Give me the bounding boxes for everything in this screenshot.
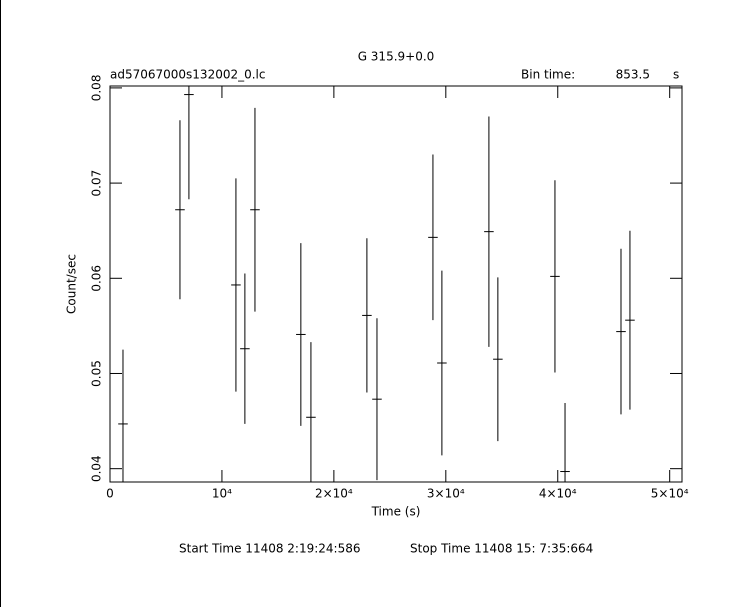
plot-frame — [109, 85, 683, 483]
x-tick-label: 2×10⁴ — [315, 487, 353, 501]
marks — [118, 86, 635, 482]
y-tick-label: 0.05 — [90, 360, 104, 387]
y-axis-label: Count/sec — [65, 254, 79, 314]
x-tick-label: 10⁴ — [212, 487, 232, 501]
x-tick-label: 3×10⁴ — [427, 487, 465, 501]
bin-time-label: Bin time: — [521, 68, 575, 82]
bin-time-unit: s — [673, 68, 679, 82]
x-tick-label: 5×10⁴ — [651, 487, 689, 501]
stop-time: Stop Time 11408 15: 7:35:664 — [410, 542, 593, 556]
y-tick-label: 0.06 — [90, 265, 104, 292]
x-tick-label: 4×10⁴ — [539, 487, 577, 501]
chart-title: G 315.9+0.0 — [358, 50, 435, 64]
y-tick-label: 0.07 — [90, 170, 104, 197]
y-tick-label: 0.04 — [90, 455, 104, 482]
x-axis-label: Time (s) — [371, 505, 421, 519]
start-time: Start Time 11408 2:19:24:586 — [179, 542, 361, 556]
y-tick-label: 0.08 — [90, 75, 104, 102]
x-tick-label: 0 — [106, 487, 114, 501]
bin-time: 853.5 — [616, 68, 650, 82]
file-name: ad57067000s132002_0.lc — [110, 68, 266, 82]
